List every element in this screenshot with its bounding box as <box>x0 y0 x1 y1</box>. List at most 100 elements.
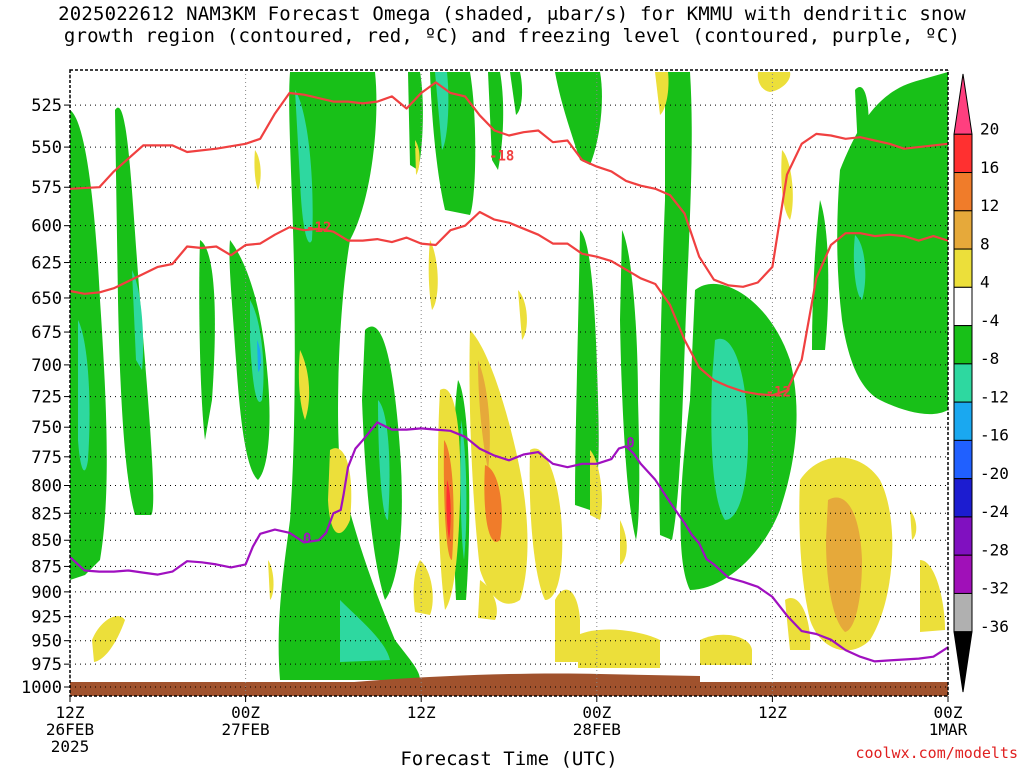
plot-frame <box>69 69 949 697</box>
y-tick-label: 725 <box>31 388 62 408</box>
y-tick-label: 950 <box>31 632 62 652</box>
x-tick-label: 00Z <box>231 703 260 722</box>
contour-label: -18 <box>489 148 514 164</box>
colorbar-label: -28 <box>980 541 1009 560</box>
contour-labels: -18 -12 -12 0 0 <box>303 148 791 547</box>
colorbar-label: -4 <box>980 311 999 330</box>
y-tick-label: 650 <box>31 289 62 309</box>
contour-line-0 <box>70 421 948 663</box>
contour-label: -12 <box>306 220 331 236</box>
x-tick-label: 28FEB <box>573 720 621 739</box>
x-tick-label: 26FEB <box>46 720 94 739</box>
ground-bump <box>330 673 700 684</box>
omega-region-yellow <box>700 634 752 665</box>
omega-region-teal <box>460 420 467 560</box>
colorbar-swatch <box>953 133 973 174</box>
y-tick-label: 700 <box>31 356 62 376</box>
omega-region-yellow <box>620 520 627 565</box>
y-tick-label: 875 <box>31 557 62 577</box>
omega-region-yellow <box>428 240 438 310</box>
omega-region-yellow <box>298 350 310 420</box>
colorbar-label: 8 <box>980 234 990 253</box>
omega-region-yellow <box>578 629 660 668</box>
x-tick-label: 1MAR <box>929 720 968 739</box>
colorbar: 20 16 12 8 4 -4 -8 -12 -16 -20 -24 -28 -32 -36 <box>953 73 1009 693</box>
colorbar-swatch <box>953 210 973 250</box>
contour-label: -12 <box>766 385 791 401</box>
colorbar-label: -12 <box>980 387 1009 406</box>
y-tick-label: 525 <box>31 96 62 116</box>
y-tick-label: 850 <box>31 531 62 551</box>
omega-region-yellow <box>910 510 917 540</box>
omega-region-green <box>229 240 270 480</box>
omega-region-yellow <box>478 580 497 620</box>
omega-region-teal <box>435 72 449 150</box>
x-tick-label: 12Z <box>407 703 436 722</box>
omega-region-green <box>620 230 640 540</box>
credit-text[interactable]: coolwx.com/modelts <box>855 744 1018 762</box>
omega-region-green <box>575 230 599 510</box>
colorbar-label: 12 <box>980 196 999 215</box>
x-axis-label: Forecast Time (UTC) <box>400 748 617 768</box>
omega-region-green <box>510 72 523 115</box>
colorbar-label: 16 <box>980 158 999 177</box>
omega-region-teal <box>295 90 313 243</box>
y-tick-label: 625 <box>31 254 62 274</box>
colorbar-label: -32 <box>980 579 1009 598</box>
omega-region-green <box>555 72 602 165</box>
omega-region-orange <box>478 360 490 470</box>
omega-region-yellow <box>785 598 811 650</box>
x-tick-label: 00Z <box>934 703 963 722</box>
omega-region-teal <box>132 270 144 370</box>
chart-title-line1: 2025022612 NAM3KM Forecast Omega (shaded… <box>58 3 966 25</box>
omega-region-yellow <box>529 448 563 600</box>
colorbar-swatch <box>953 516 973 556</box>
colorbar-label: 4 <box>980 273 990 292</box>
colorbar-swatch <box>953 286 973 327</box>
omega-region-green <box>659 72 692 540</box>
y-tick-label: 675 <box>31 323 62 343</box>
colorbar-label: -8 <box>980 349 999 368</box>
y-tick-label: 900 <box>31 583 62 603</box>
y-tick-label: 550 <box>31 138 62 158</box>
omega-region-yellow <box>254 150 261 190</box>
colorbar-label: 20 <box>980 120 999 139</box>
colorbar-swatch <box>953 478 973 518</box>
omega-region-green <box>70 110 107 580</box>
colorbar-label: -36 <box>980 617 1009 636</box>
y-tick-label: 750 <box>31 418 62 438</box>
colorbar-label: -16 <box>980 426 1009 445</box>
colorbar-swatch <box>953 439 973 480</box>
y-tick-label: 575 <box>31 178 62 198</box>
omega-region-green <box>488 72 504 170</box>
x-tick-label: 27FEB <box>222 720 270 739</box>
y-tick-label: 775 <box>31 448 62 468</box>
omega-region-blue <box>257 340 261 372</box>
omega-region-yellow <box>413 560 433 615</box>
colorbar-swatch <box>953 248 973 288</box>
omega-region-yellow <box>92 616 125 662</box>
y-tick-label: 975 <box>31 655 62 675</box>
colorbar-label: -24 <box>980 502 1009 521</box>
omega-region-teal <box>378 400 390 520</box>
colorbar-swatch <box>953 363 973 403</box>
y-tick-label: 1000 <box>21 678 62 698</box>
omega-region-red <box>446 480 451 540</box>
ground-surface <box>70 682 948 696</box>
omega-region-yellow <box>328 448 352 534</box>
y-tick-label: 825 <box>31 504 62 524</box>
omega-region-green <box>199 240 215 440</box>
omega-region-yellow <box>757 72 791 92</box>
y-tick-label: 800 <box>31 476 62 496</box>
omega-region-yellow <box>920 560 945 632</box>
omega-region-yellow <box>781 150 793 220</box>
omega-region-orange <box>826 497 862 632</box>
x-tick-label: 2025 <box>51 737 90 756</box>
chart-title-line2: growth region (contoured, red, ºC) and f… <box>63 25 961 47</box>
colorbar-swatch <box>953 554 973 594</box>
contour-label: 0 <box>626 436 634 452</box>
omega-region-green <box>317 280 337 390</box>
omega-region-orange <box>484 465 502 542</box>
